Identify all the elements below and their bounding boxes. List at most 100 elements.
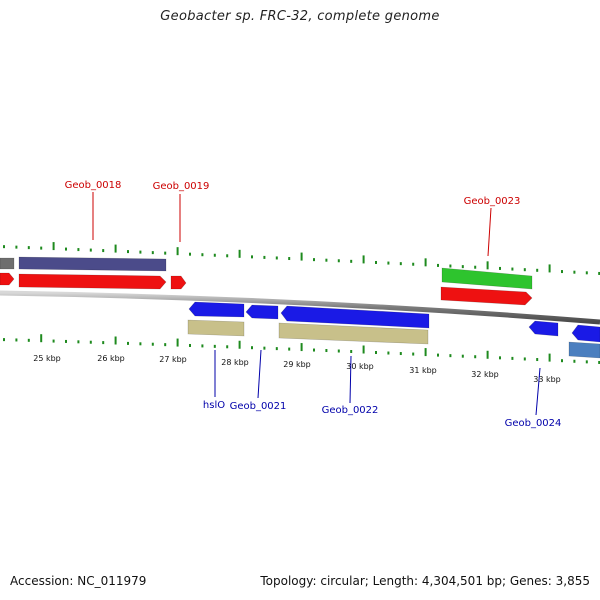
tick-minor [585, 360, 588, 364]
tick-minor [437, 263, 439, 267]
tick-minor [213, 253, 216, 257]
gene-feature-steel[interactable] [568, 341, 600, 359]
tick-major [486, 261, 489, 270]
tick-major [486, 350, 489, 359]
gene-label-upper[interactable]: Geob_0018 [65, 180, 122, 191]
tick-minor [437, 353, 439, 357]
tick-minor [288, 347, 291, 351]
tick-minor [387, 261, 390, 265]
tick-minor [40, 246, 43, 250]
tick-minor [350, 259, 353, 263]
tick-major [238, 249, 241, 258]
tick-minor [585, 271, 588, 275]
tick-major [424, 348, 427, 357]
tick-minor [263, 255, 266, 259]
tick-minor [375, 351, 377, 355]
scale-label: 32 kbp [471, 370, 499, 379]
tick-major [548, 353, 551, 362]
scale-label: 26 kbp [97, 354, 125, 363]
gene-feature-green[interactable] [441, 267, 533, 290]
tick-minor [77, 248, 80, 252]
gene-feature-gray[interactable] [0, 257, 15, 270]
gene-label-lower[interactable]: Geob_0021 [230, 401, 287, 412]
tick-minor [573, 270, 576, 274]
tick-minor [598, 271, 600, 275]
genome-backbone [0, 290, 600, 325]
gene-label-lower[interactable]: Geob_0024 [505, 418, 562, 429]
tick-major [300, 252, 303, 261]
tick-major [52, 242, 55, 251]
tick-minor [474, 355, 477, 359]
tick-minor [412, 262, 415, 266]
gene-label-lower[interactable]: Geob_0022 [322, 405, 379, 416]
tick-minor [15, 338, 18, 342]
gene-feature-geob-0019[interactable] [170, 275, 187, 290]
tick-minor [561, 359, 563, 363]
gene-feature-navy[interactable] [18, 256, 167, 272]
gene-feature-geob-0023[interactable] [440, 286, 533, 306]
tick-minor [251, 255, 253, 259]
gene-feature-geob-0021[interactable] [245, 304, 279, 320]
tick-minor [337, 259, 340, 263]
tick-minor [139, 342, 142, 346]
tick-minor [561, 270, 563, 274]
tick-major [114, 244, 117, 253]
map-title: Geobacter sp. FRC-32, complete genome [160, 9, 440, 24]
lower-tick-track [3, 334, 600, 364]
callout-line-geob-0024 [535, 367, 541, 416]
scale-label: 33 kbp [533, 375, 561, 384]
tick-minor [449, 354, 452, 358]
gene-label-upper[interactable]: Geob_0023 [464, 196, 521, 207]
scale-labels: 25 kbp 26 kbp 27 kbp 28 kbp 29 kbp 30 kb… [33, 354, 561, 384]
tick-minor [523, 268, 526, 272]
tick-minor [288, 257, 291, 261]
tick-minor [3, 245, 5, 249]
tick-minor [27, 338, 30, 342]
tick-minor [201, 253, 204, 257]
tick-minor [412, 352, 415, 356]
tick-minor [275, 347, 278, 351]
tick-minor [89, 340, 92, 344]
tick-minor [313, 258, 315, 262]
gene-feature-khaki-a[interactable] [187, 319, 245, 337]
tick-major [40, 334, 43, 343]
forward-strand-features [0, 256, 533, 306]
tick-minor [251, 346, 253, 350]
tick-minor [164, 343, 167, 347]
gene-feature-geob-0022[interactable] [280, 305, 430, 329]
tick-major [300, 343, 303, 352]
tick-minor [189, 252, 191, 256]
gene-label-upper[interactable]: Geob_0019 [153, 181, 210, 192]
tick-minor [511, 356, 514, 360]
tick-minor [499, 266, 501, 270]
tick-minor [461, 265, 464, 269]
tick-minor [399, 262, 402, 266]
tick-minor [598, 360, 600, 364]
tick-minor [139, 250, 142, 254]
tick-major [548, 264, 551, 273]
gene-feature-khaki-b[interactable] [278, 322, 429, 345]
tick-minor [65, 247, 67, 251]
gene-feature-blue-right[interactable] [571, 324, 600, 343]
gene-label-lower[interactable]: hslO [203, 400, 225, 411]
genome-summary: Topology: circular; Length: 4,304,501 bp… [260, 574, 590, 588]
tick-minor [350, 350, 353, 354]
tick-minor [102, 249, 105, 253]
callout-line-geob-0022 [349, 355, 352, 404]
callout-line-geob-0023 [487, 207, 492, 257]
gene-feature-geob-0024[interactable] [528, 320, 559, 337]
tick-minor [15, 245, 18, 249]
tick-minor [189, 343, 191, 347]
gene-feature-hslo[interactable] [188, 301, 245, 318]
tick-major [362, 255, 365, 264]
tick-minor [102, 341, 105, 345]
tick-minor [164, 251, 167, 255]
gene-feature-red-left[interactable] [0, 272, 15, 286]
tick-minor [375, 260, 377, 264]
tick-minor [89, 248, 92, 252]
tick-minor [461, 354, 464, 358]
gene-feature-geob-0018[interactable] [18, 273, 167, 290]
tick-minor [77, 340, 80, 344]
tick-minor [325, 349, 328, 353]
